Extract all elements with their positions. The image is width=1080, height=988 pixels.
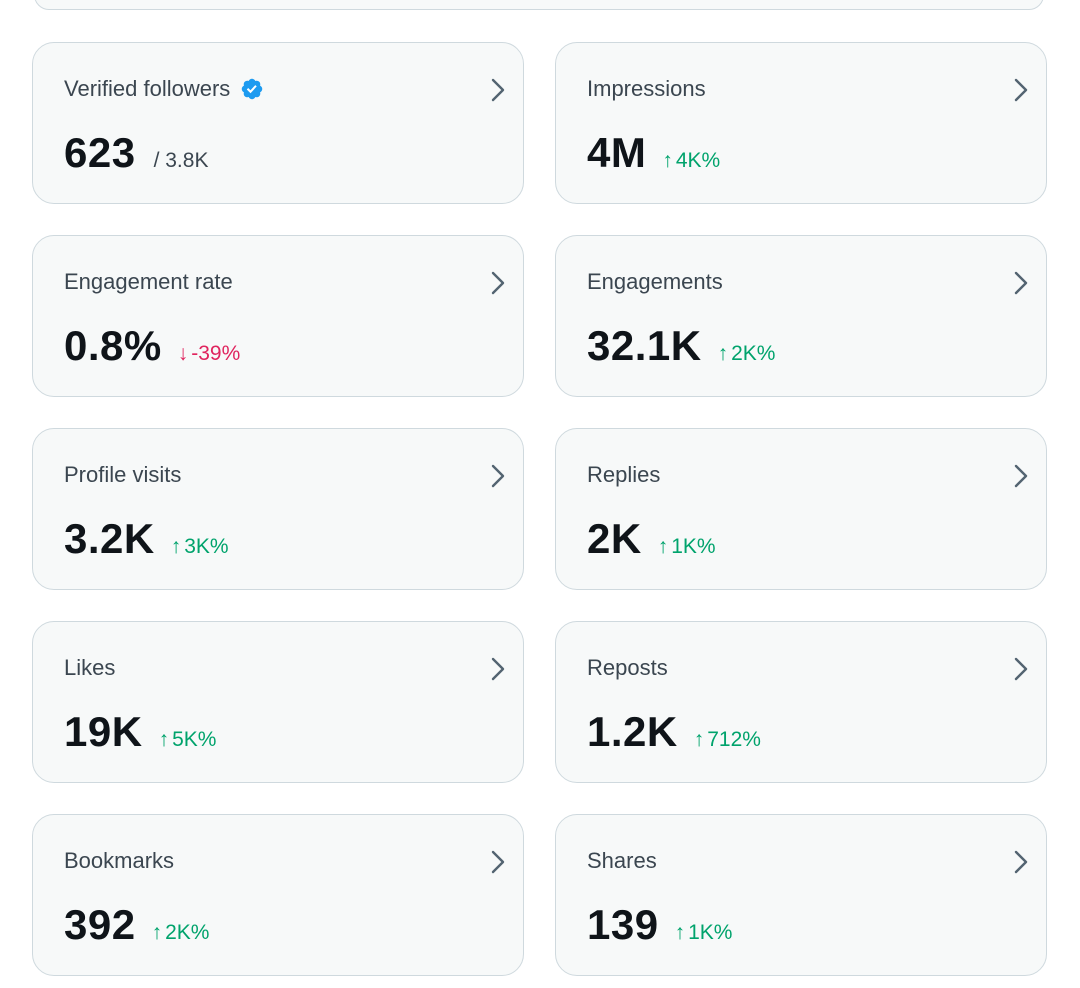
metric-value: 392 [64,901,136,948]
change-value: 1K% [671,535,716,558]
metric-value: 139 [587,901,659,948]
value-row: 19K ↑ 5K% [64,708,216,756]
arrow-up-icon: ↑ [170,535,182,558]
card-title: Reposts [587,655,668,681]
metric-card-shares[interactable]: Shares 139 ↑ 1K% [555,814,1047,976]
change-value: 2K% [731,342,776,365]
metric-change: ↑ 2K% [152,921,210,945]
metric-value: 2K [587,515,642,562]
metric-change: ↑ 2K% [718,342,776,366]
card-title-label: Engagement rate [64,269,233,294]
metric-change: ↑ 712% [694,728,761,752]
arrow-up-icon: ↑ [158,728,170,751]
metric-card-verified-followers[interactable]: Verified followers 623 / 3.8K [32,42,524,204]
change-value: 4K% [675,149,721,172]
card-title: Likes [64,655,115,681]
metric-change: ↑ 1K% [675,921,733,945]
card-title-label: Verified followers [64,76,231,101]
chevron-right-icon [491,850,505,874]
chevron-right-icon [491,464,505,488]
chevron-right-icon [491,657,505,681]
metric-card-replies[interactable]: Replies 2K ↑ 1K% [555,428,1047,590]
card-title-label: Engagements [587,269,723,294]
card-title: Bookmarks [64,848,174,874]
previous-card-edge [34,0,1044,10]
chevron-right-icon [491,78,505,102]
chevron-right-icon [1014,271,1028,295]
metric-value: 1.2K [587,708,678,755]
metric-change: ↑ 5K% [159,728,217,752]
chevron-right-icon [1014,464,1028,488]
verified-badge-icon [242,78,263,100]
arrow-up-icon: ↑ [674,921,686,944]
metric-card-likes[interactable]: Likes 19K ↑ 5K% [32,621,524,783]
metric-value: 4M [587,129,647,176]
change-value: 2K% [165,921,210,944]
card-title: Shares [587,848,657,874]
metric-value: 19K [64,708,143,755]
card-title: Replies [587,462,660,488]
metric-card-engagements[interactable]: Engagements 32.1K ↑ 2K% [555,235,1047,397]
value-row: 0.8% ↓ -39% [64,322,240,370]
metric-card-reposts[interactable]: Reposts 1.2K ↑ 712% [555,621,1047,783]
metric-change: ↑ 4K% [662,149,720,173]
change-value: 5K% [172,728,217,751]
metric-total: / 3.8K [153,149,209,172]
value-row: 2K ↑ 1K% [587,515,716,563]
chevron-right-icon [1014,850,1028,874]
arrow-up-icon: ↑ [717,342,729,365]
value-row: 3.2K ↑ 3K% [64,515,229,563]
card-title: Engagement rate [64,269,233,295]
chevron-right-icon [491,271,505,295]
value-row: 139 ↑ 1K% [587,901,732,949]
chevron-right-icon [1014,78,1028,102]
metric-value: 3.2K [64,515,155,562]
arrow-up-icon: ↑ [662,149,673,172]
card-title-label: Bookmarks [64,848,175,873]
card-title: Verified followers [64,76,264,102]
metric-change: ↑ 3K% [171,535,229,559]
card-title-label: Shares [587,848,657,873]
metric-change: ↑ 1K% [658,535,716,559]
card-title: Impressions [587,76,706,102]
metric-value: 0.8% [64,322,162,369]
value-row: 4M ↑ 4K% [587,129,720,177]
metric-card-impressions[interactable]: Impressions 4M ↑ 4K% [555,42,1047,204]
card-title-label: Impressions [587,76,706,101]
card-title-label: Reposts [587,655,668,680]
value-row: 623 / 3.8K [64,129,208,177]
metrics-grid: Verified followers 623 / 3.8K Impression… [32,42,1048,976]
arrow-up-icon: ↑ [693,728,705,751]
change-value: -39% [191,342,241,365]
metric-card-bookmarks[interactable]: Bookmarks 392 ↑ 2K% [32,814,524,976]
value-row: 32.1K ↑ 2K% [587,322,775,370]
metric-card-profile-visits[interactable]: Profile visits 3.2K ↑ 3K% [32,428,524,590]
card-title: Engagements [587,269,723,295]
arrow-down-icon: ↓ [177,342,189,365]
metric-value: 32.1K [587,322,702,369]
arrow-up-icon: ↑ [151,921,163,944]
value-row: 1.2K ↑ 712% [587,708,761,756]
card-title-label: Replies [587,462,661,487]
card-title: Profile visits [64,462,181,488]
chevron-right-icon [1014,657,1028,681]
card-title-label: Profile visits [64,462,182,487]
metric-change: ↓ -39% [178,342,241,366]
metric-card-engagement-rate[interactable]: Engagement rate 0.8% ↓ -39% [32,235,524,397]
change-value: 712% [707,728,761,751]
metric-value: 623 [64,129,136,176]
change-value: 1K% [688,921,733,944]
card-title-label: Likes [64,655,116,680]
arrow-up-icon: ↑ [657,535,669,558]
value-row: 392 ↑ 2K% [64,901,209,949]
change-value: 3K% [184,535,229,558]
